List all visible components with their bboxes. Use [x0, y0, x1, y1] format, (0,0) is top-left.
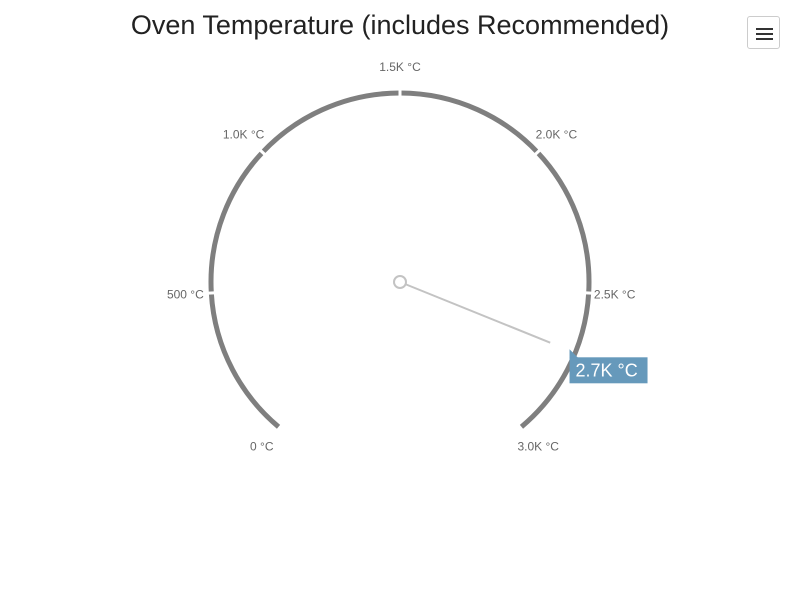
- gauge-tick-mark: [206, 291, 217, 295]
- gauge-pivot: [393, 275, 407, 289]
- gauge-tick-label: 3.0K °C: [517, 440, 559, 454]
- value-label-background: [569, 357, 648, 384]
- gauge-tick-label: 1.5K °C: [379, 60, 421, 74]
- gauge-tick-label: 500 °C: [167, 288, 204, 302]
- value-label-text: 2.7K °C: [576, 360, 638, 380]
- chart-title: Oven Temperature (includes Recommended): [130, 10, 670, 40]
- gauge-tick-mark: [583, 291, 594, 295]
- gauge-tick-labels: 0 °C 500 °C 1.0K °C 1.5K °C 2.0K °C 2.5K °C 3.…: [167, 60, 636, 454]
- chart-menu-button[interactable]: [747, 16, 780, 49]
- gauge-tick-mark: [532, 147, 543, 157]
- gauge-tick-label: 2.0K °C: [536, 127, 578, 141]
- gauge-needle: [405, 283, 551, 344]
- value-label-pointer: [569, 349, 579, 359]
- gauge-tick-label: 1.0K °C: [223, 127, 265, 141]
- gauge-band: [208, 90, 592, 429]
- gauge-value-label: 2.7K °C: [569, 349, 648, 384]
- gauge-tick-mark: [257, 147, 268, 157]
- gauge-tick-marks: [206, 88, 594, 295]
- gauge-tick-label: 2.5K °C: [594, 288, 636, 302]
- gauge-tick-label: 0 °C: [250, 440, 274, 454]
